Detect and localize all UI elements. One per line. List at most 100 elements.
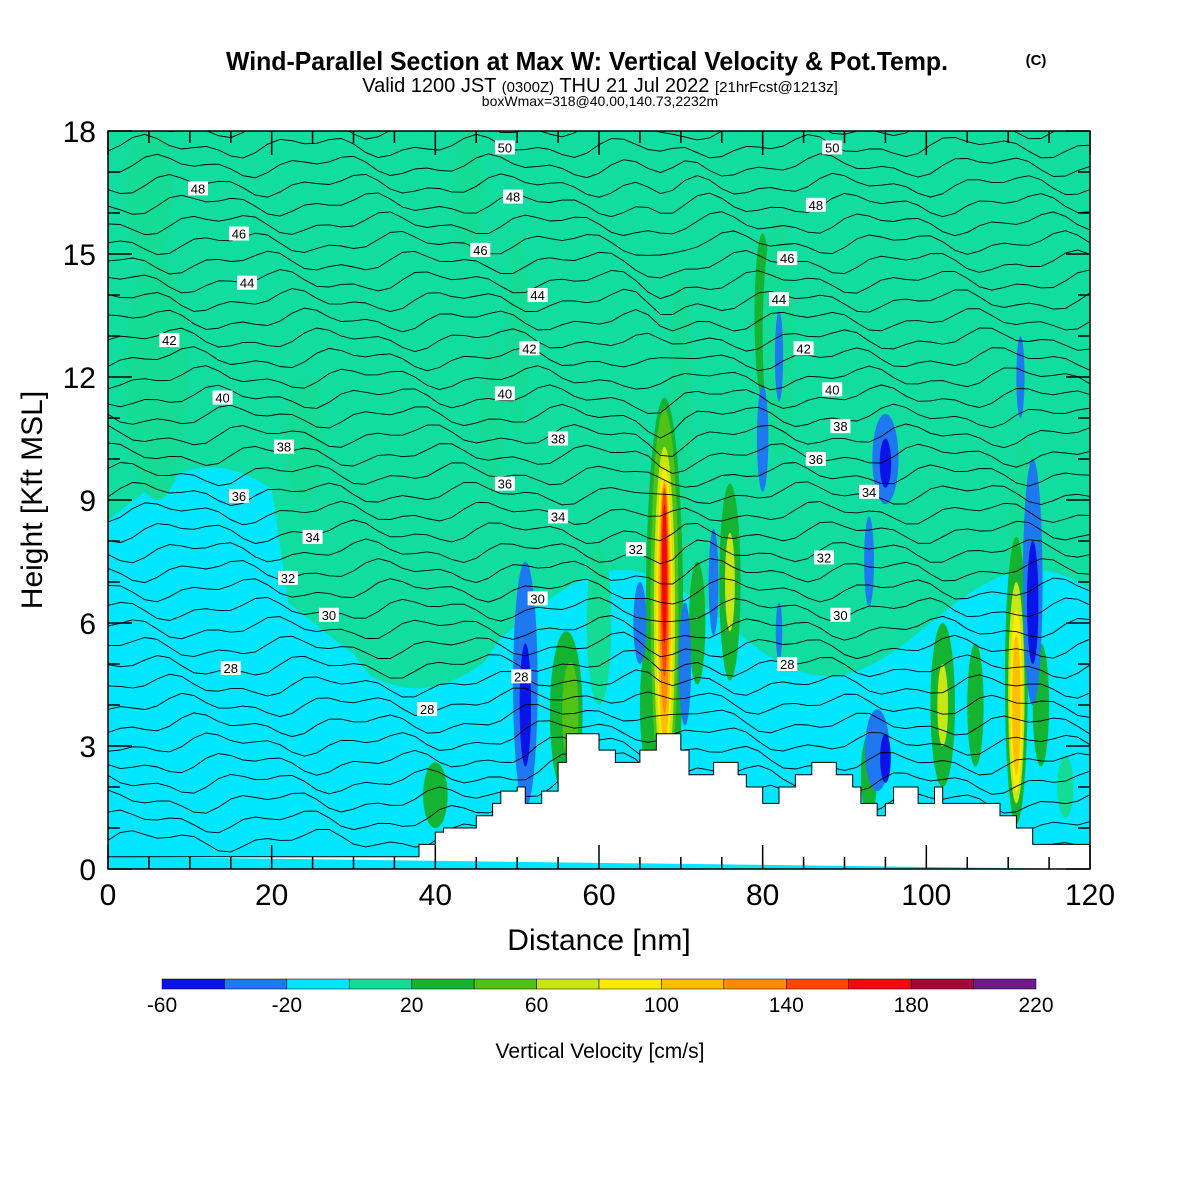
theta-label-text: 28 — [514, 669, 528, 684]
theta-label-text: 30 — [322, 608, 336, 623]
theta-contour-line — [108, 307, 1090, 333]
theta-label-box — [527, 288, 548, 302]
theta-contour-line — [108, 631, 1090, 660]
theta-label-box — [830, 419, 851, 434]
theta-label: 30 — [830, 607, 851, 623]
x-tick-label: 0 — [100, 879, 117, 912]
theta-label: 36 — [228, 488, 249, 504]
theta-label: 42 — [159, 333, 180, 348]
colorbar-tick-labels: -60 -20 20 60 100 140 180 220 — [147, 994, 1054, 1017]
theta-label-box — [220, 661, 241, 676]
theta-contour-line — [108, 384, 1090, 414]
theta-contour-line — [108, 481, 1090, 506]
theta-label: 40 — [494, 386, 515, 401]
terrain-outline — [108, 733, 1090, 869]
colorbar-segment — [598, 978, 662, 990]
theta-label-box — [494, 386, 515, 401]
theta-label: 28 — [511, 669, 532, 684]
theta-label-text: 36 — [232, 489, 246, 504]
y-tick-label: 6 — [79, 608, 96, 641]
theta-label: 38 — [273, 439, 294, 455]
y-tick-label: 0 — [79, 854, 96, 887]
velocity-cell — [423, 762, 448, 828]
x-tick-label: 100 — [901, 879, 951, 912]
x-tick-label: 40 — [419, 879, 452, 912]
theta-label-box — [159, 333, 180, 348]
subtitle-valid: Valid 1200 JST — [362, 75, 496, 97]
theta-label-text: 42 — [796, 341, 810, 356]
y-tick-label: 15 — [63, 239, 96, 272]
theta-label: 46 — [777, 251, 798, 266]
chart-subtitle: Valid 1200 JST (0300Z) THU 21 Jul 2022 [… — [362, 75, 838, 97]
theta-label: 40 — [212, 390, 233, 406]
theta-label-text: 34 — [305, 530, 319, 545]
theta-label: 46 — [470, 242, 491, 258]
theta-label: 28 — [417, 702, 438, 717]
colorbar-segment — [473, 978, 537, 990]
theta-label-text: 36 — [498, 477, 512, 492]
colorbar — [161, 978, 1037, 990]
colorbar-tick-label: 60 — [525, 994, 548, 1017]
theta-label-text: 48 — [191, 181, 205, 196]
theta-label: 28 — [777, 657, 798, 672]
theta-label: 50 — [822, 140, 843, 155]
theta-contour-line — [108, 442, 1090, 474]
velocity-cell — [774, 311, 784, 402]
theta-label: 32 — [814, 550, 835, 565]
theta-label-text: 46 — [473, 243, 487, 258]
theta-label-box — [859, 484, 880, 499]
theta-label: 48 — [805, 197, 826, 213]
theta-label-box — [769, 292, 790, 307]
colorbar-segment — [349, 978, 412, 990]
terrain-shape — [108, 733, 1090, 869]
subtitle-utc: (0300Z) — [502, 79, 555, 96]
colorbar-tick-label: 20 — [400, 994, 423, 1017]
theta-label: 48 — [188, 181, 209, 196]
axis-ticks — [107, 130, 1091, 870]
theta-label-box — [625, 542, 646, 557]
velocity-cell — [937, 664, 949, 746]
theta-label: 40 — [822, 382, 843, 397]
x-tick-labels: 0 20 40 60 80 100 120 — [100, 879, 1115, 912]
y-tick-labels: 0 3 6 9 12 15 18 — [63, 116, 96, 887]
theta-label: 42 — [793, 341, 814, 356]
y-axis-label: Height [Kft MSL] — [16, 391, 49, 609]
colorbar-segment — [973, 978, 1037, 990]
theta-label-box — [830, 607, 851, 622]
theta-label-box — [494, 140, 515, 155]
velocity-cell — [880, 733, 891, 783]
theta-contour-line — [108, 519, 1090, 545]
theta-label: 48 — [503, 189, 524, 205]
theta-label-box — [228, 488, 249, 503]
theta-contour-line — [108, 704, 1090, 738]
x-tick-label: 20 — [255, 879, 288, 912]
theta-labels: 48 46 44 42 40 38 36 34 32 30 28 28 50 48 46 44 42 40 38 36… — [159, 140, 880, 717]
velocity-cell — [283, 377, 325, 500]
x-tick-label: 80 — [746, 879, 779, 912]
theta-label: 34 — [859, 484, 880, 500]
theta-label-text: 28 — [780, 657, 794, 672]
velocity-cell — [756, 385, 769, 492]
theta-label-text: 36 — [809, 452, 823, 467]
theta-label-box — [273, 439, 294, 454]
theta-contour-line — [108, 538, 1090, 565]
theta-label-box — [237, 275, 258, 290]
theta-label-box — [527, 591, 548, 606]
theta-label-box — [822, 140, 843, 155]
theta-label-box — [470, 242, 491, 257]
theta-label: 28 — [220, 661, 241, 676]
theta-label-text: 40 — [215, 391, 229, 406]
x-tick-label: 120 — [1065, 879, 1115, 912]
theta-label: 44 — [769, 292, 790, 307]
x-tick-label: 60 — [582, 879, 615, 912]
colorbar-segment — [910, 978, 974, 990]
theta-label-text: 42 — [522, 341, 536, 356]
theta-label: 36 — [805, 452, 826, 467]
theta-label-text: 34 — [551, 509, 565, 524]
theta-label-box — [777, 657, 798, 671]
chart-subtitle-2: boxWmax=318@40.00,140.73,2232m — [482, 93, 718, 109]
velocity-cell — [1012, 635, 1021, 775]
theta-label-text: 44 — [240, 276, 254, 291]
theta-label-box — [777, 251, 798, 266]
theta-contour-line — [108, 687, 1090, 718]
